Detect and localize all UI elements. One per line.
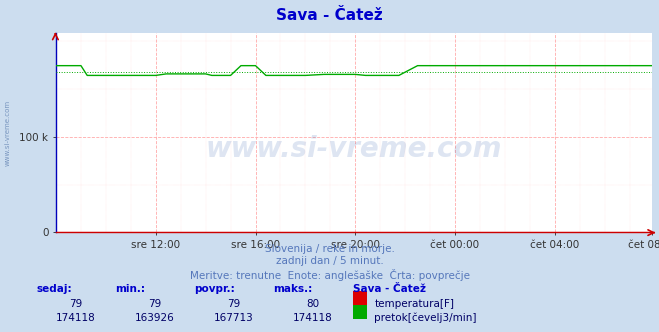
Text: zadnji dan / 5 minut.: zadnji dan / 5 minut. bbox=[275, 256, 384, 266]
Text: min.:: min.: bbox=[115, 284, 146, 294]
Text: 80: 80 bbox=[306, 299, 320, 309]
Text: temperatura[F]: temperatura[F] bbox=[374, 299, 454, 309]
Text: 163926: 163926 bbox=[135, 313, 175, 323]
Text: 79: 79 bbox=[227, 299, 241, 309]
Text: pretok[čevelj3/min]: pretok[čevelj3/min] bbox=[374, 313, 477, 323]
Text: 167713: 167713 bbox=[214, 313, 254, 323]
Text: 79: 79 bbox=[69, 299, 82, 309]
Text: Sava - Čatež: Sava - Čatež bbox=[353, 284, 426, 294]
Text: maks.:: maks.: bbox=[273, 284, 313, 294]
Text: Meritve: trenutne  Enote: anglešaške  Črta: povprečje: Meritve: trenutne Enote: anglešaške Črta… bbox=[190, 269, 469, 281]
Text: 79: 79 bbox=[148, 299, 161, 309]
Text: 174118: 174118 bbox=[293, 313, 333, 323]
Text: Slovenija / reke in morje.: Slovenija / reke in morje. bbox=[264, 244, 395, 254]
Text: www.si-vreme.com: www.si-vreme.com bbox=[5, 100, 11, 166]
Text: www.si-vreme.com: www.si-vreme.com bbox=[206, 135, 502, 163]
Text: sedaj:: sedaj: bbox=[36, 284, 72, 294]
Text: povpr.:: povpr.: bbox=[194, 284, 235, 294]
Text: 174118: 174118 bbox=[56, 313, 96, 323]
Text: Sava - Čatež: Sava - Čatež bbox=[276, 8, 383, 23]
